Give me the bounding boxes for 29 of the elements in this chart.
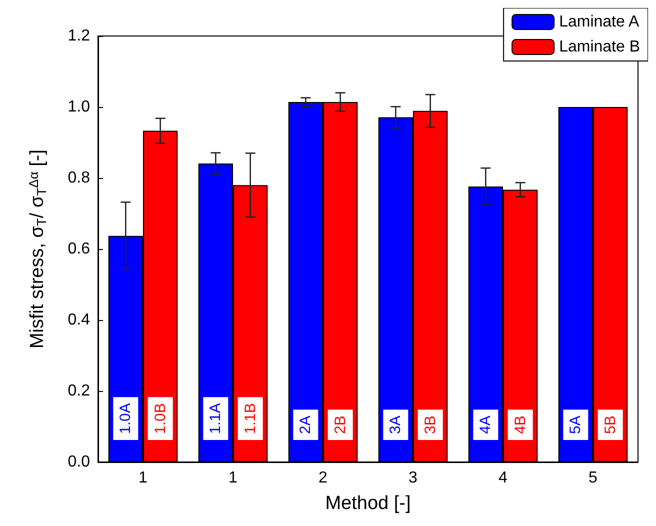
x-tick-label: 1	[228, 470, 238, 486]
annotation: 1.0A	[117, 403, 134, 434]
y-tick-label: 1.2	[68, 28, 90, 44]
x-axis-title: Method [-]	[325, 493, 411, 514]
x-tick-label: 5	[588, 470, 598, 486]
annotation: 1.1A	[207, 403, 224, 434]
annotation: 3B	[422, 416, 439, 434]
legend-label: Laminate A	[559, 14, 640, 30]
annotation: 2B	[332, 416, 349, 434]
x-tick-label: 3	[408, 470, 418, 486]
y-tick-label: 0.6	[68, 240, 90, 258]
annotation: 1.1B	[242, 403, 259, 434]
y-tick-label: 0.8	[68, 170, 90, 186]
annotation: 4B	[512, 416, 529, 434]
y-tick-label: 0.0	[68, 454, 90, 470]
y-tick-label: 0.4	[68, 312, 90, 328]
y-tick-label: 1.0	[68, 98, 90, 116]
x-tick-label: 2	[318, 470, 328, 486]
annotation: 4A	[477, 416, 494, 434]
annotation: 5A	[567, 416, 584, 434]
legend-label: Laminate B	[559, 38, 640, 56]
annotation: 1.0B	[152, 403, 169, 434]
y-axis-title: Misfit stress, σT/ σTΔα [-]	[26, 149, 49, 349]
x-tick-label: 1	[138, 470, 148, 486]
annotation: 2A	[297, 416, 314, 434]
y-tick-label: 0.2	[68, 382, 90, 400]
x-tick-label: 4	[498, 470, 508, 486]
annotation: 5B	[602, 416, 619, 434]
annotation: 3A	[387, 416, 404, 434]
